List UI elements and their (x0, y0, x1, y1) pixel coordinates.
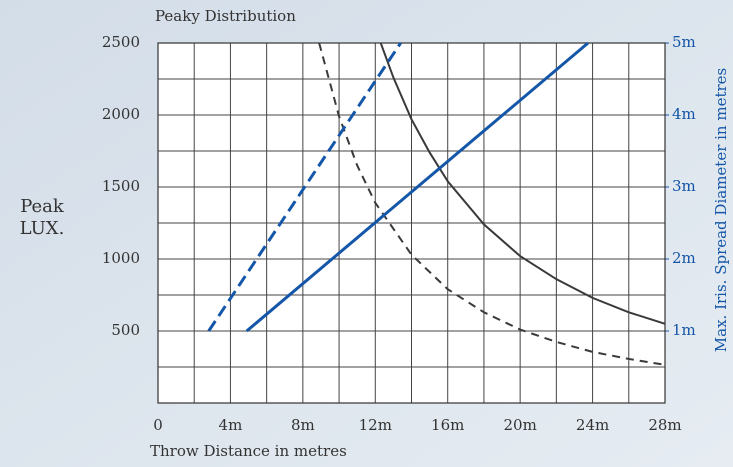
series-line (245, 41, 590, 333)
y-tick-label: 1500 (102, 177, 140, 195)
x-tick-label: 4m (219, 416, 243, 434)
y-tick-label: 2000 (102, 105, 140, 123)
x-tick-label: 24m (576, 416, 609, 434)
x-tick-label: 28m (648, 416, 681, 434)
y-tick-label: 1000 (102, 249, 140, 267)
x-tick-label: 12m (359, 416, 392, 434)
y2-axis-label: Max. Iris. Spread Diameter in metres (712, 68, 730, 352)
x-tick-label: 0 (153, 416, 163, 434)
y2-tick-label: 1m (672, 321, 696, 339)
y-tick-label: 500 (111, 321, 140, 339)
y2-tick-label: 3m (672, 177, 696, 195)
x-tick-label: 20m (503, 416, 536, 434)
x-tick-label: 8m (291, 416, 315, 434)
x-tick-label: 16m (431, 416, 464, 434)
y-axis-label: Peak (20, 196, 65, 217)
x-axis-label: Throw Distance in metres (150, 442, 347, 460)
y2-tick-label: 5m (672, 33, 696, 51)
y-axis-label: LUX. (20, 218, 65, 239)
chart-title: Peaky Distribution (155, 7, 296, 25)
y2-tick-label: 4m (672, 105, 696, 123)
y-tick-label: 2500 (102, 33, 140, 51)
series-line (379, 42, 666, 325)
series-line (318, 42, 666, 366)
series-line (207, 42, 402, 332)
y2-tick-label: 2m (672, 249, 696, 267)
plot-frame (157, 42, 666, 404)
